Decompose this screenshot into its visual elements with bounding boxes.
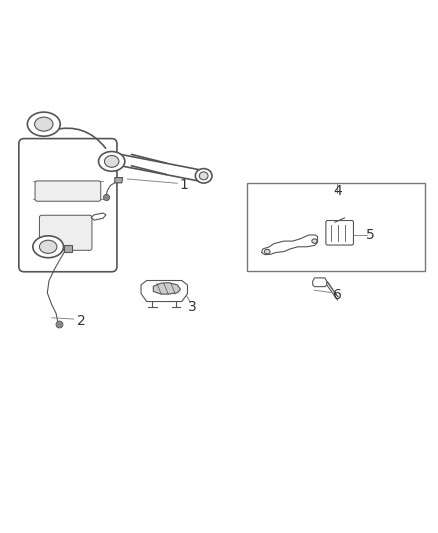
Ellipse shape bbox=[195, 168, 212, 183]
Ellipse shape bbox=[35, 117, 53, 131]
FancyBboxPatch shape bbox=[19, 139, 117, 272]
Ellipse shape bbox=[39, 240, 57, 253]
FancyBboxPatch shape bbox=[35, 181, 101, 201]
Polygon shape bbox=[313, 278, 327, 287]
Ellipse shape bbox=[265, 249, 270, 254]
Ellipse shape bbox=[104, 156, 119, 167]
Polygon shape bbox=[153, 282, 180, 294]
FancyBboxPatch shape bbox=[326, 221, 353, 245]
Ellipse shape bbox=[312, 239, 317, 243]
Ellipse shape bbox=[27, 112, 60, 136]
Polygon shape bbox=[91, 213, 106, 220]
Text: 6: 6 bbox=[333, 288, 342, 302]
Text: 3: 3 bbox=[188, 300, 197, 314]
Bar bbox=[247, 183, 425, 271]
Text: 1: 1 bbox=[180, 179, 188, 192]
Ellipse shape bbox=[33, 236, 64, 258]
FancyBboxPatch shape bbox=[39, 215, 92, 251]
Ellipse shape bbox=[99, 151, 125, 171]
Text: 5: 5 bbox=[366, 228, 374, 242]
Text: 4: 4 bbox=[333, 184, 342, 198]
Polygon shape bbox=[115, 177, 123, 183]
Text: 2: 2 bbox=[77, 314, 85, 328]
Polygon shape bbox=[261, 235, 318, 255]
Polygon shape bbox=[141, 280, 187, 302]
Ellipse shape bbox=[199, 172, 208, 180]
Polygon shape bbox=[64, 246, 72, 252]
